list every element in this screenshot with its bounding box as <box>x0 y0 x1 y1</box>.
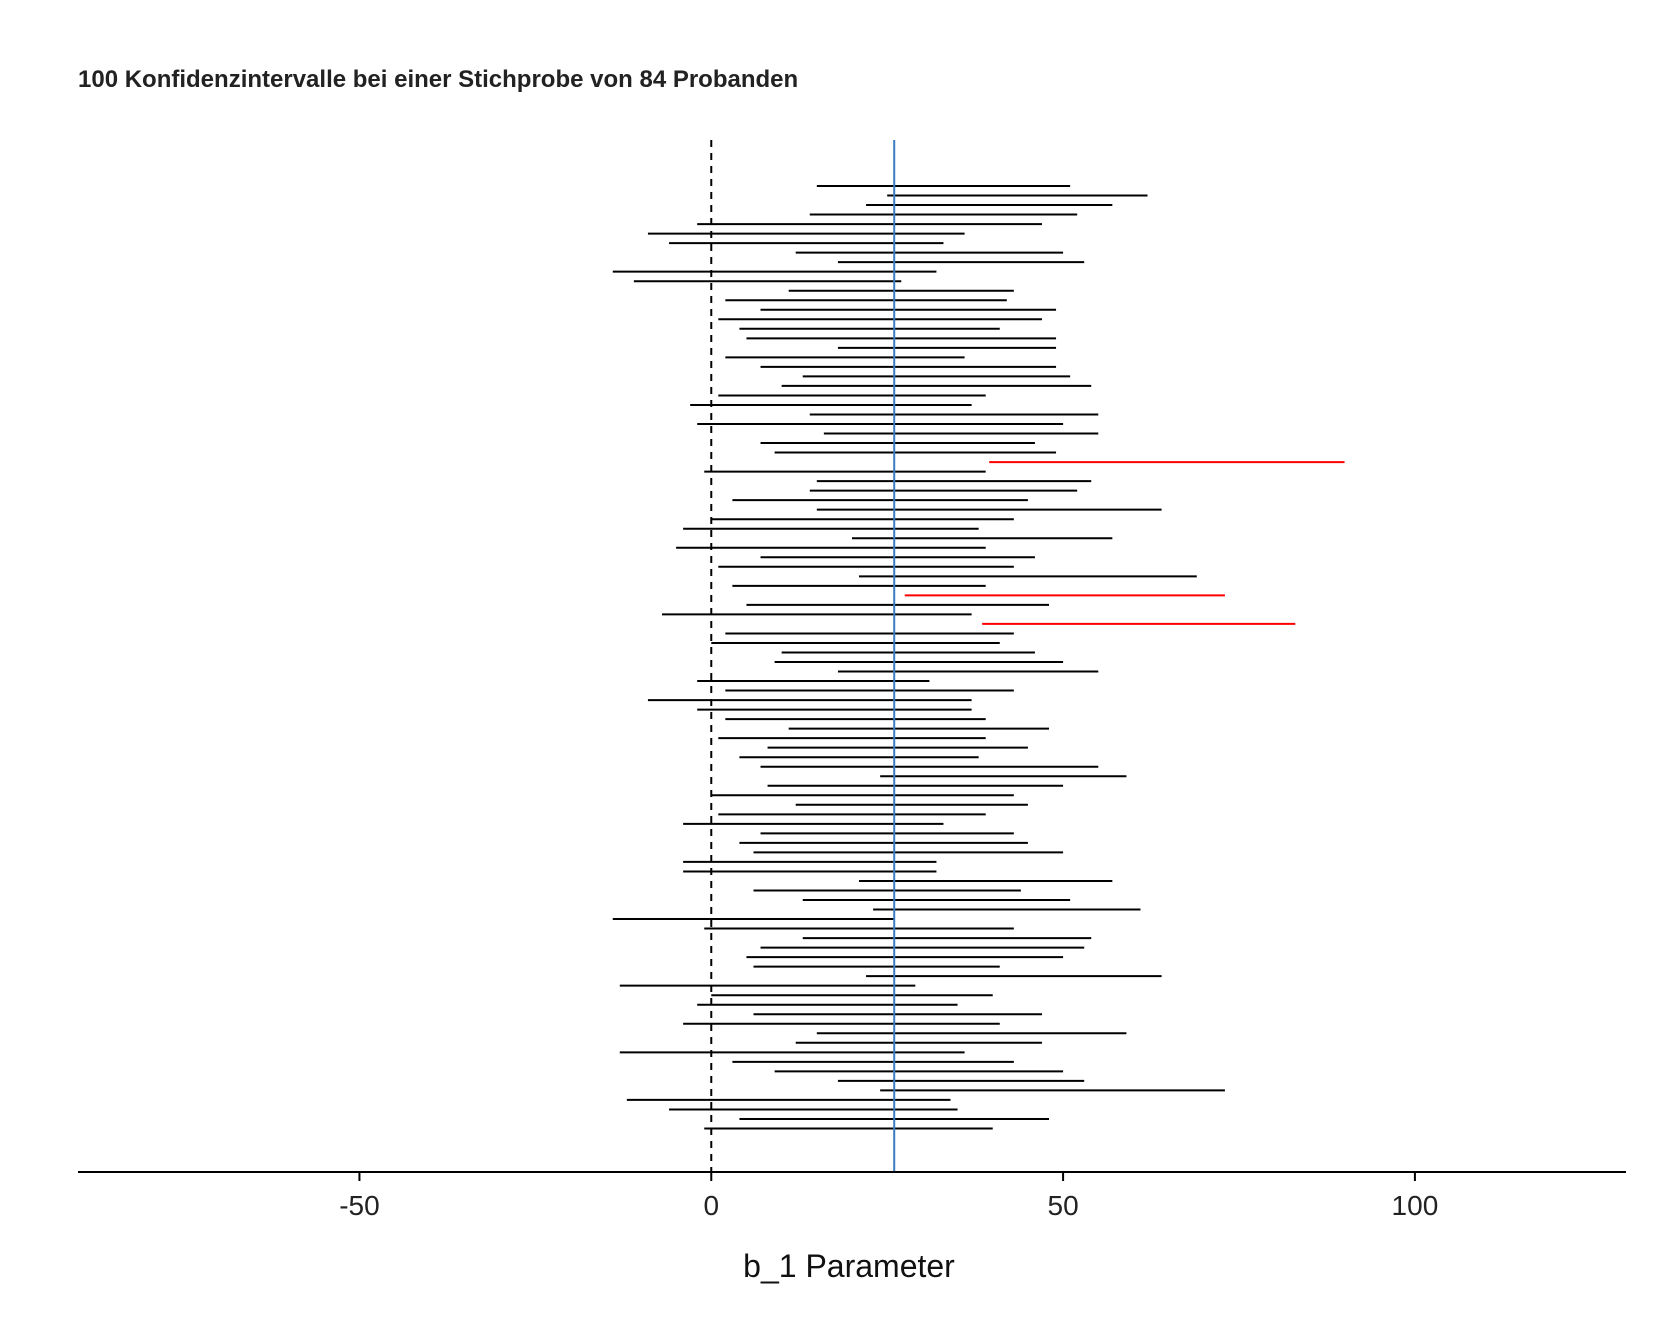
x-axis-title: b_1 Parameter <box>743 1248 955 1284</box>
x-tick-label: 100 <box>1392 1190 1439 1221</box>
chart-title: 100 Konfidenzintervalle bei einer Stichp… <box>78 66 798 93</box>
x-tick-label: 0 <box>703 1190 719 1221</box>
interval-lines <box>612 185 1345 1130</box>
x-tick-label: -50 <box>339 1190 379 1221</box>
x-tick-label: 50 <box>1048 1190 1079 1221</box>
reference-lines <box>710 140 896 1172</box>
x-axis-ticks: -50 0 50 100 <box>339 1172 1438 1221</box>
